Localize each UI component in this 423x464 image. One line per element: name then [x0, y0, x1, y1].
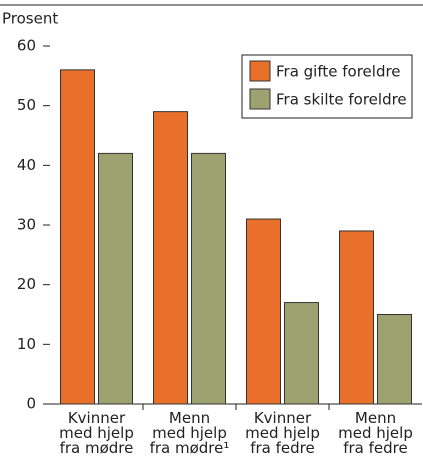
legend-label: Fra skilte foreldre	[276, 91, 407, 109]
bar	[284, 302, 319, 405]
legend-swatch	[249, 60, 271, 82]
bar	[98, 152, 133, 405]
bar	[246, 218, 281, 405]
x-tick-label: Menn med hjelp fra mødre¹	[150, 409, 230, 457]
y-tick-label: 60	[17, 37, 36, 55]
y-tick-label: 20	[17, 275, 36, 293]
bar	[153, 111, 188, 405]
bar	[377, 314, 412, 405]
bar	[339, 230, 374, 405]
x-tick-label: Kvinner med hjelp fra fedre	[245, 409, 320, 457]
y-tick-label: 10	[17, 335, 36, 353]
x-tick-label: Kvinner med hjelp fra mødre	[59, 409, 134, 457]
y-tick-label: 40	[17, 156, 36, 174]
legend-label: Fra gifte foreldre	[276, 63, 401, 81]
y-tick-label: 50	[17, 96, 36, 114]
y-tick-label: 30	[17, 216, 36, 234]
x-tick-label: Menn med hjelp fra fedre	[338, 409, 413, 457]
legend-swatch	[249, 88, 271, 110]
bar	[60, 69, 95, 405]
bar	[191, 152, 226, 405]
y-axis-label: Prosent	[2, 10, 58, 28]
y-tick-label: 0	[26, 395, 36, 413]
